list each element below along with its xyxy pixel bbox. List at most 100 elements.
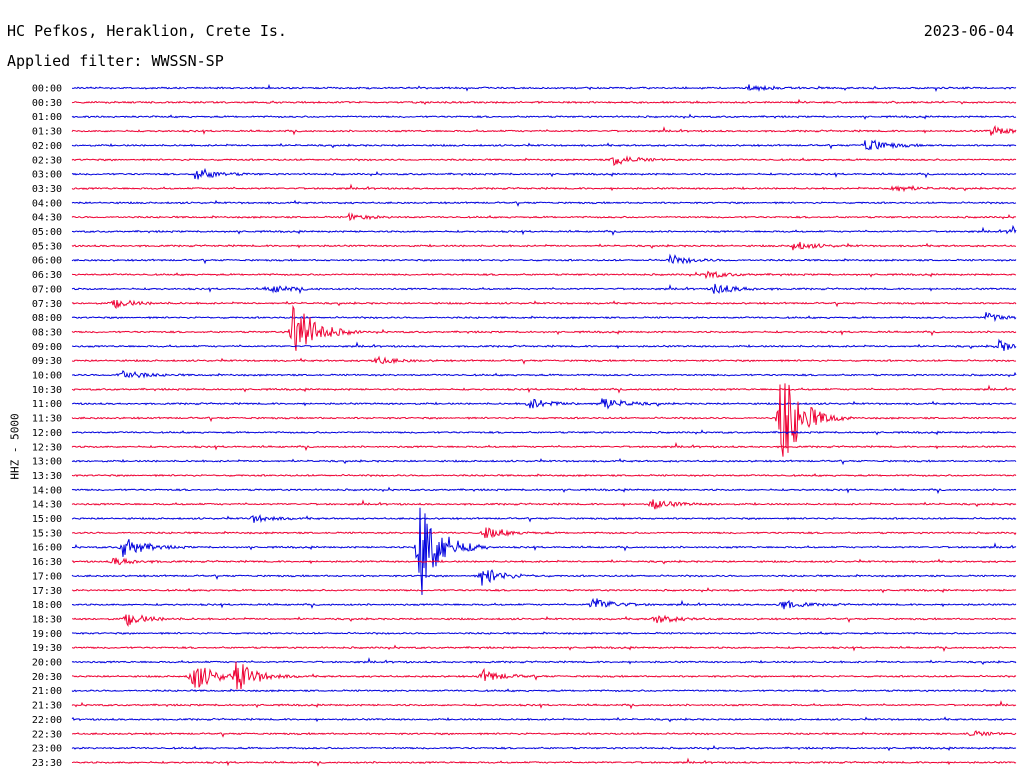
trace-1530	[71, 527, 1017, 539]
trace-1200	[71, 429, 1017, 436]
time-tick-label: 09:00	[32, 342, 62, 353]
time-tick-label: 03:00	[32, 170, 62, 181]
trace-0600	[71, 253, 1017, 265]
trace-1000	[71, 370, 1017, 379]
channel-axis-label: HHZ - 5000	[8, 413, 22, 480]
time-tick-label: 17:00	[32, 571, 62, 582]
time-tick-label: 10:00	[32, 371, 62, 382]
time-tick-label: 11:00	[32, 399, 62, 410]
time-tick-label: 20:00	[32, 658, 62, 669]
trace-1030	[71, 384, 1017, 394]
time-tick-label: 00:00	[32, 84, 62, 95]
time-tick-label: 05:00	[32, 227, 62, 238]
time-tick-label: 03:30	[32, 184, 62, 195]
time-tick-label: 20:30	[32, 672, 62, 683]
trace-1330	[71, 473, 1017, 478]
trace-1100	[71, 398, 1017, 410]
trace-2130	[71, 700, 1017, 710]
trace-0700	[71, 283, 1017, 295]
time-tick-label: 21:30	[32, 701, 62, 712]
time-tick-label: 08:00	[32, 313, 62, 324]
trace-0930	[71, 355, 1017, 365]
time-tick-label: 01:30	[32, 127, 62, 138]
trace-0300	[71, 167, 1017, 180]
time-tick-label: 22:00	[32, 715, 62, 726]
trace-0130	[71, 124, 1017, 136]
trace-0430	[71, 211, 1017, 222]
time-tick-label: 23:00	[32, 744, 62, 755]
time-tick-label: 14:30	[32, 500, 62, 511]
trace-1730	[71, 587, 1017, 594]
trace-2000	[71, 657, 1017, 665]
time-tick-label: 11:30	[32, 414, 62, 425]
trace-0730	[71, 299, 1017, 310]
trace-1300	[71, 458, 1017, 466]
trace-1630	[71, 557, 1017, 566]
time-tick-label: 12:30	[32, 442, 62, 453]
time-tick-label: 17:30	[32, 586, 62, 597]
time-tick-label: 16:30	[32, 557, 62, 568]
trace-0030	[71, 98, 1017, 106]
date-label: 2023-06-04	[923, 22, 1014, 40]
trace-0530	[71, 241, 1017, 251]
time-tick-label: 06:30	[32, 270, 62, 281]
time-tick-label: 02:30	[32, 155, 62, 166]
trace-1800	[71, 597, 1017, 610]
trace-0100	[71, 113, 1017, 120]
trace-0330	[71, 183, 1017, 193]
time-tick-label: 13:00	[32, 457, 62, 468]
trace-1430	[71, 499, 1017, 510]
time-tick-label: 06:00	[32, 256, 62, 267]
time-tick-label: 00:30	[32, 98, 62, 109]
trace-1230	[71, 441, 1017, 452]
time-tick-label: 04:30	[32, 213, 62, 224]
trace-1700	[71, 569, 1017, 586]
time-tick-label: 18:30	[32, 614, 62, 625]
station-title: HC Pefkos, Heraklion, Crete Is.	[7, 22, 287, 40]
time-tick-label: 01:00	[32, 112, 62, 123]
trace-1830	[71, 614, 1017, 628]
filter-label: Applied filter: WWSSN-SP	[7, 52, 224, 70]
trace-0900	[71, 338, 1017, 351]
trace-2100	[71, 688, 1017, 693]
time-tick-label: 14:00	[32, 485, 62, 496]
trace-1130	[71, 383, 1017, 457]
time-tick-label: 07:30	[32, 299, 62, 310]
time-tick-label: 05:30	[32, 241, 62, 252]
time-tick-label: 02:00	[32, 141, 62, 152]
trace-2200	[71, 716, 1017, 723]
trace-1600	[71, 507, 1017, 595]
time-tick-label: 13:30	[32, 471, 62, 482]
trace-0400	[71, 199, 1017, 207]
trace-0000	[71, 83, 1017, 93]
time-tick-label: 22:30	[32, 729, 62, 740]
time-tick-label: 18:00	[32, 600, 62, 611]
time-tick-label: 16:00	[32, 543, 62, 554]
trace-1400	[71, 486, 1017, 495]
time-tick-label: 12:00	[32, 428, 62, 439]
trace-2330	[71, 757, 1017, 767]
time-tick-label: 23:30	[32, 758, 62, 769]
trace-0630	[71, 270, 1017, 280]
time-tick-label: 04:00	[32, 198, 62, 209]
time-tick-label: 09:30	[32, 356, 62, 367]
time-tick-label: 21:00	[32, 686, 62, 697]
trace-0200	[71, 139, 1017, 151]
trace-0800	[71, 312, 1017, 323]
trace-1500	[71, 514, 1017, 524]
trace-1930	[71, 644, 1017, 652]
time-tick-label: 07:00	[32, 284, 62, 295]
trace-2030	[71, 661, 1017, 690]
trace-2300	[71, 744, 1017, 752]
time-tick-label: 15:30	[32, 528, 62, 539]
time-tick-label: 15:00	[32, 514, 62, 525]
time-tick-label: 19:30	[32, 643, 62, 654]
trace-2230	[71, 730, 1017, 738]
time-tick-label: 10:30	[32, 385, 62, 396]
time-tick-label: 08:30	[32, 327, 62, 338]
trace-0500	[71, 224, 1017, 236]
trace-0830	[71, 304, 1017, 351]
trace-0230	[71, 155, 1017, 166]
trace-1900	[71, 630, 1017, 636]
